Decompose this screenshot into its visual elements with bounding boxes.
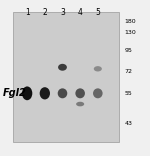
Ellipse shape [93,88,103,98]
Text: 1: 1 [25,8,30,17]
Ellipse shape [22,86,32,100]
Ellipse shape [94,66,102,71]
Text: 5: 5 [95,8,100,17]
Text: 4: 4 [78,8,83,17]
Ellipse shape [58,64,67,71]
Text: 95: 95 [124,48,132,53]
Text: Fgl2: Fgl2 [3,88,27,98]
Text: 130: 130 [124,29,136,34]
Ellipse shape [40,87,50,100]
Text: 72: 72 [124,69,132,74]
Ellipse shape [75,88,85,98]
FancyBboxPatch shape [13,12,119,142]
Text: 55: 55 [124,91,132,96]
Text: 2: 2 [42,8,47,17]
Ellipse shape [58,88,67,98]
Text: 3: 3 [60,8,65,17]
Text: 180: 180 [124,19,136,24]
Text: 43: 43 [124,122,132,127]
Ellipse shape [76,102,84,106]
